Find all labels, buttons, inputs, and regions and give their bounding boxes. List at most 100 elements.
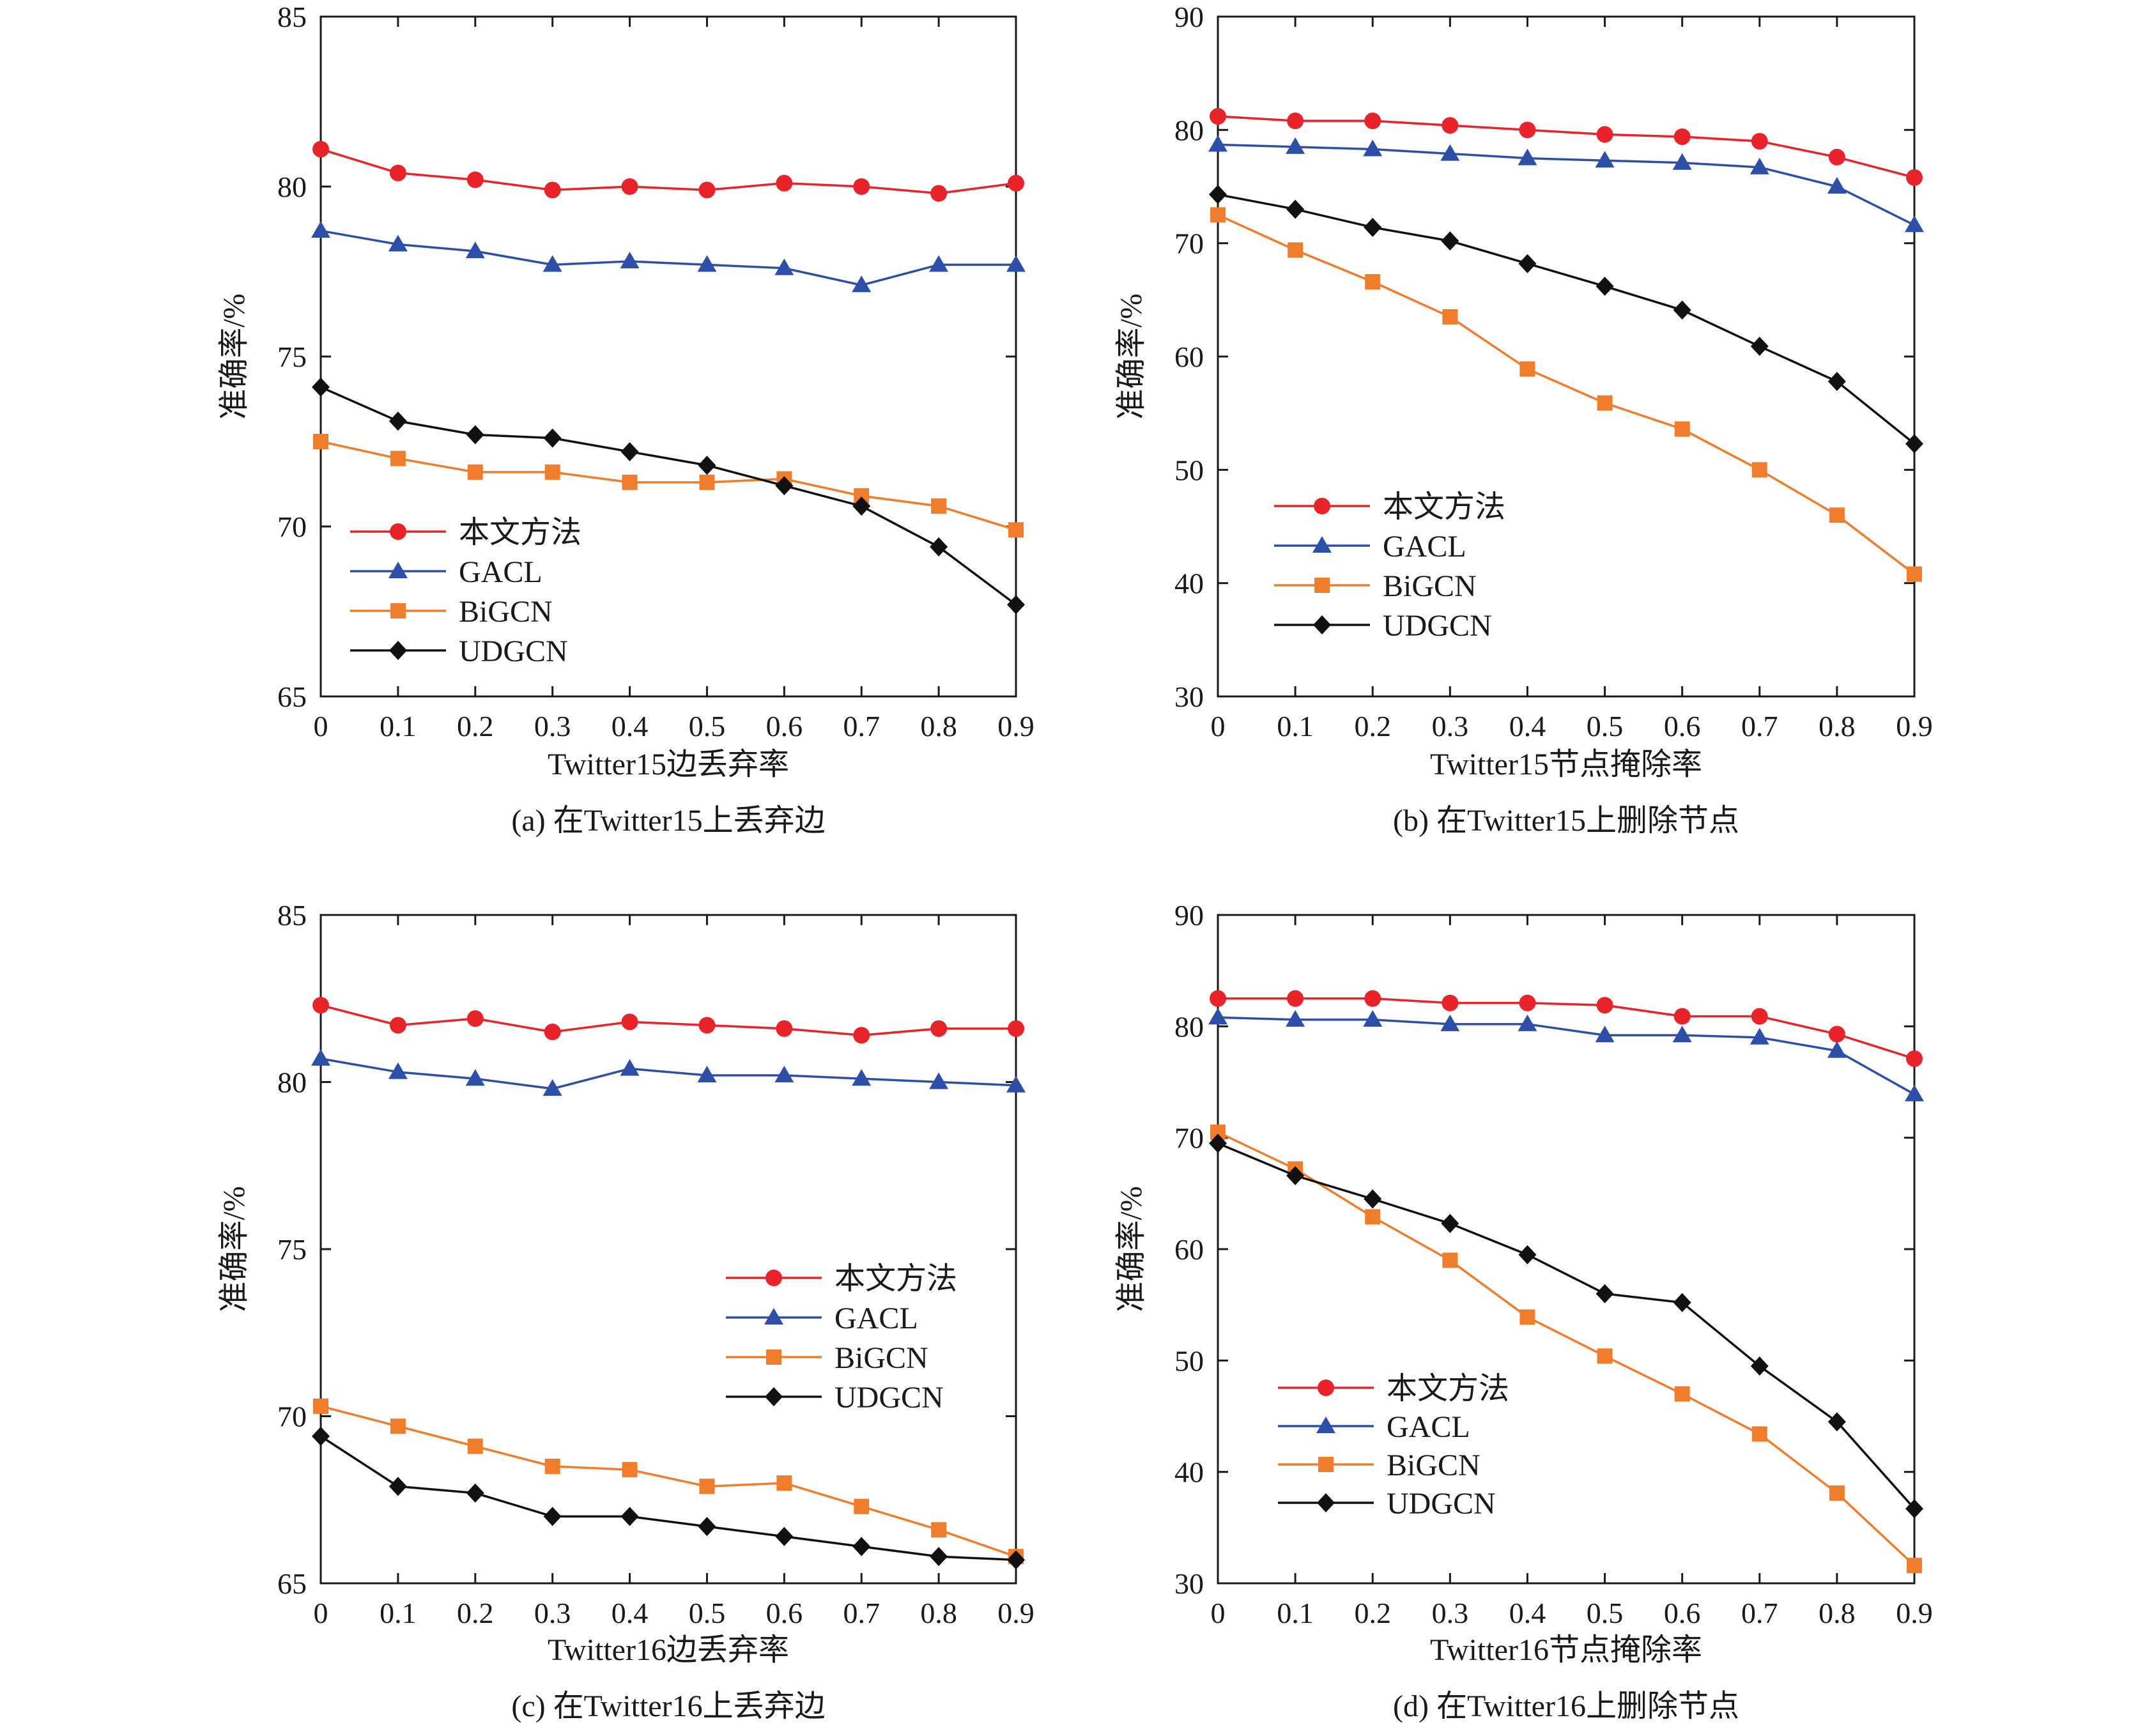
legend-marker	[390, 523, 406, 540]
data-point	[465, 1069, 485, 1086]
x-tick-label: 0.1	[380, 710, 417, 742]
y-tick-label: 75	[277, 341, 307, 373]
legend-marker	[764, 1308, 783, 1325]
data-point	[1442, 994, 1459, 1011]
x-tick-label: 0.4	[611, 1597, 649, 1629]
plot-frame	[1217, 15, 1916, 698]
data-point	[1595, 151, 1615, 168]
data-point	[1673, 1008, 1691, 1025]
data-point	[1006, 1075, 1026, 1093]
data-point	[388, 234, 408, 252]
data-point	[854, 1498, 870, 1514]
y-tick-label: 90	[1174, 1, 1204, 33]
series-line-BiGCN	[320, 440, 1017, 531]
data-point	[929, 1072, 949, 1089]
x-tick-label: 0	[314, 1597, 328, 1629]
x-tick-label: 0.4	[611, 710, 649, 742]
data-point	[388, 1477, 407, 1496]
data-point	[1750, 337, 1769, 357]
series-line-UDGCN	[1217, 193, 1916, 445]
legend-label: UDGCN	[459, 634, 568, 668]
data-point	[852, 275, 872, 293]
legend-marker	[765, 1387, 783, 1406]
x-tick-label: 0.4	[1509, 1597, 1546, 1629]
data-point	[466, 171, 484, 188]
data-point	[1007, 595, 1025, 615]
plot-frame	[319, 914, 1017, 1585]
series-line-GACL	[320, 1057, 1017, 1090]
legend-label: BiGCN	[1383, 569, 1477, 603]
y-tick-label: 80	[277, 171, 307, 203]
data-point	[1441, 1213, 1459, 1233]
series-line-UDGCN	[320, 386, 1017, 606]
x-tick-label: 0.9	[1896, 1597, 1933, 1629]
data-point	[852, 1069, 872, 1086]
data-point	[466, 1483, 484, 1503]
legend-marker	[1318, 1379, 1334, 1396]
data-point	[1827, 372, 1846, 392]
data-point	[1210, 108, 1226, 125]
chart-panel-3: 65 70 75 80 85 0 0.1 0.2 0.3 0.4 0.5 0.6 0.7 0.8 0.9 Tw…	[217, 899, 1034, 1723]
data-point	[1596, 997, 1613, 1014]
x-tick-label: 0.4	[1509, 710, 1546, 742]
data-point	[699, 474, 715, 490]
y-tick-label: 40	[1174, 1456, 1204, 1489]
x-tick-label: 0.8	[1819, 1597, 1856, 1629]
legend-marker	[1317, 1493, 1335, 1512]
data-point	[1597, 395, 1613, 411]
data-point	[1287, 990, 1304, 1007]
legend-label: BiGCN	[834, 1341, 928, 1375]
legend-label: GACL	[1383, 530, 1466, 564]
data-point	[776, 1020, 793, 1037]
data-point	[620, 1507, 639, 1526]
data-point	[1672, 1025, 1692, 1043]
data-point	[1907, 566, 1922, 582]
data-point	[1208, 135, 1227, 152]
data-point	[311, 1049, 330, 1066]
data-point	[853, 178, 870, 195]
data-point	[1674, 1386, 1690, 1402]
data-point	[544, 1024, 561, 1041]
y-tick-label: 70	[277, 1401, 307, 1433]
x-axis-label: Twitter16节点掩除率	[1430, 1633, 1702, 1667]
data-point	[852, 1537, 871, 1556]
chart-panel-2: 30 40 50 60 70 80 90 0 0.1 0.2 0.3 0.4 0.5 0.6 0.7 0.8 0…	[1114, 1, 1933, 838]
data-point	[1288, 242, 1304, 258]
data-point	[930, 1020, 948, 1037]
x-tick-label: 0.3	[534, 710, 571, 742]
series-line-BiGCN	[320, 1405, 1017, 1558]
data-point	[390, 1418, 406, 1434]
x-tick-label: 0.8	[920, 710, 957, 742]
data-point	[699, 1479, 715, 1494]
y-tick-label: 90	[1174, 899, 1204, 932]
data-point	[621, 178, 638, 195]
y-tick-label: 60	[1174, 341, 1204, 373]
data-point	[389, 164, 406, 181]
data-point	[1363, 139, 1383, 157]
data-point	[1596, 1284, 1614, 1303]
x-tick-label: 0.7	[843, 710, 880, 742]
data-point	[931, 1522, 947, 1538]
data-point	[1828, 1025, 1845, 1043]
data-point	[776, 174, 793, 192]
data-point	[543, 428, 562, 448]
legend-marker	[388, 562, 408, 578]
legend-label: 本文方法	[1383, 490, 1505, 524]
data-point	[312, 1426, 330, 1446]
data-point	[1829, 507, 1845, 523]
data-point	[1751, 462, 1767, 478]
legend-marker	[1314, 578, 1330, 593]
data-point	[467, 1438, 483, 1454]
series-line-本文方法	[320, 148, 1017, 195]
data-point	[621, 1013, 638, 1031]
data-point	[1829, 1485, 1845, 1501]
data-point	[1364, 112, 1381, 130]
y-tick-label: 50	[1174, 1344, 1204, 1377]
data-point	[1672, 153, 1692, 170]
data-point	[1750, 1027, 1769, 1045]
y-tick-label: 75	[277, 1233, 307, 1266]
x-tick-label: 0.7	[1741, 710, 1778, 742]
x-tick-label: 0.5	[1587, 710, 1624, 742]
data-point	[620, 252, 640, 269]
legend-label: GACL	[1387, 1410, 1470, 1444]
